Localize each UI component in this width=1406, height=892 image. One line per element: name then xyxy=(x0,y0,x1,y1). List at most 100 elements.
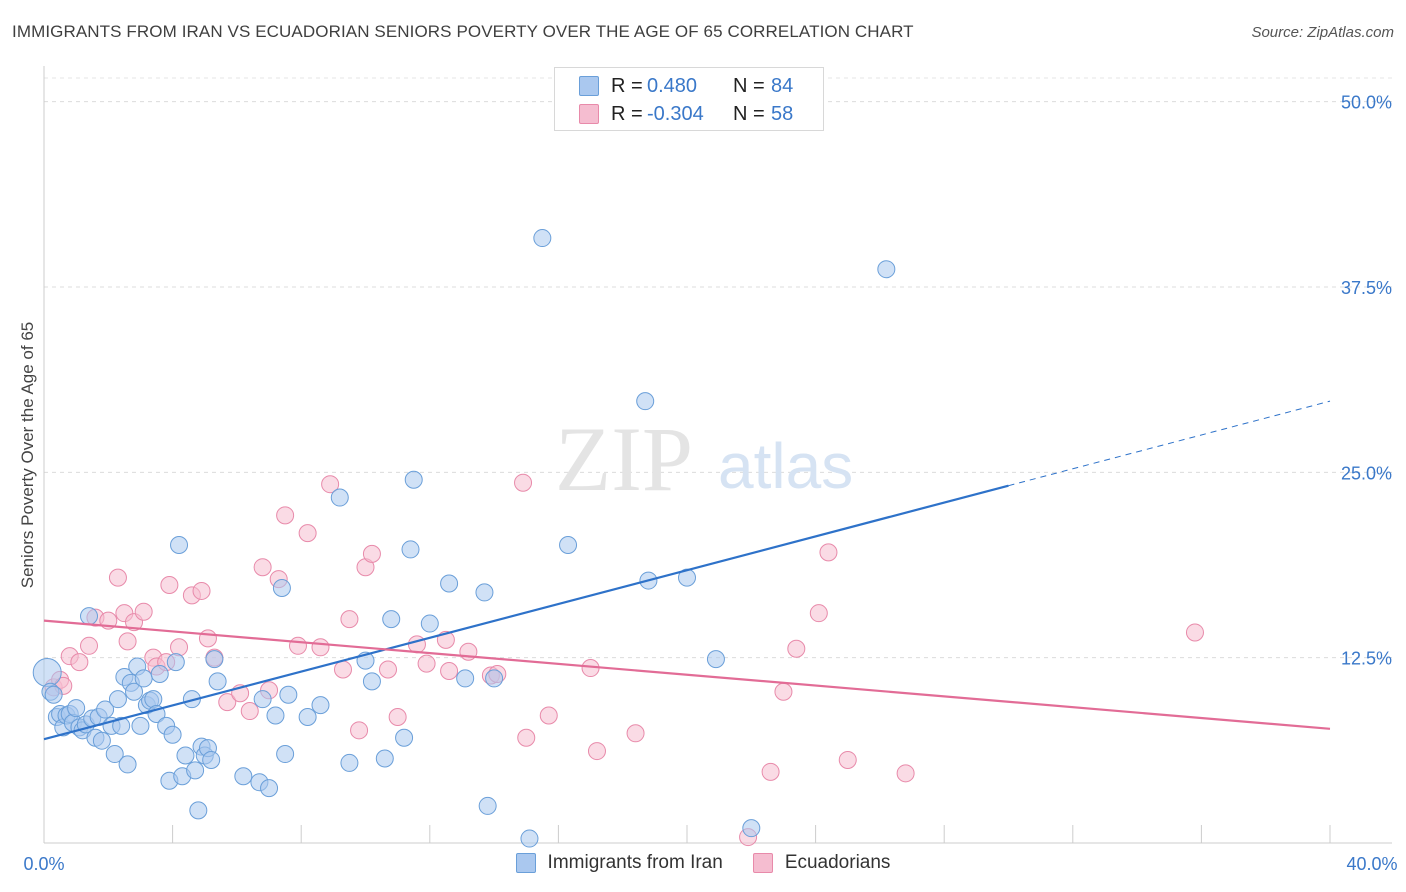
point-iran xyxy=(150,664,169,683)
point-ecuadorians xyxy=(192,581,211,600)
point-ecuadorians xyxy=(787,639,806,658)
point-iran xyxy=(134,669,153,688)
point-iran xyxy=(375,749,394,768)
point-iran xyxy=(279,685,298,704)
point-iran xyxy=(395,728,414,747)
point-iran xyxy=(234,767,253,786)
point-ecuadorians xyxy=(896,764,915,783)
point-iran xyxy=(401,540,420,559)
legend-item-iran: Immigrants from Iran xyxy=(515,852,723,874)
legend-n-value: 58 xyxy=(771,102,794,125)
legend-series: Immigrants from Iran Ecuadorians xyxy=(0,852,1406,874)
point-iran xyxy=(382,610,401,629)
points-iran xyxy=(32,229,896,848)
trend-line-iran-extension xyxy=(1008,400,1331,487)
x-tick-label: 40.0% xyxy=(1346,854,1397,874)
point-ecuadorians xyxy=(774,682,793,701)
point-ecuadorians xyxy=(440,662,459,681)
tick-labels: 12.5% 25.0% 37.5% 50.0% 0.0% 40.0% xyxy=(23,93,1397,874)
point-ecuadorians xyxy=(838,750,857,769)
legend-row-ecuadorians: R = -0.304 N = 58 xyxy=(555,100,793,128)
point-iran xyxy=(67,699,86,718)
trend-lines xyxy=(43,400,1331,741)
point-ecuadorians xyxy=(517,728,536,747)
point-ecuadorians xyxy=(350,721,369,740)
point-ecuadorians xyxy=(253,558,272,577)
point-ecuadorians xyxy=(587,742,606,761)
point-ecuadorians xyxy=(626,724,645,743)
x-tick-label: 0.0% xyxy=(23,854,64,874)
point-ecuadorians xyxy=(134,602,153,621)
point-iran xyxy=(32,657,62,687)
point-iran xyxy=(144,690,163,709)
point-iran xyxy=(80,607,99,626)
legend-item-ecuadorians: Ecuadorians xyxy=(752,852,891,874)
point-ecuadorians xyxy=(276,506,295,525)
point-iran xyxy=(706,650,725,669)
legend-label-ecuadorians: Ecuadorians xyxy=(784,852,891,873)
chart-title: IMMIGRANTS FROM IRAN VS ECUADORIAN SENIO… xyxy=(12,22,914,41)
legend-n-value: 84 xyxy=(771,74,794,97)
point-iran xyxy=(253,690,272,709)
point-ecuadorians xyxy=(417,654,436,673)
legend-r-value: 0.480 xyxy=(647,74,698,97)
legend-r-label: R = xyxy=(611,74,643,97)
point-ecuadorians xyxy=(321,475,340,494)
point-ecuadorians xyxy=(340,610,359,629)
point-ecuadorians xyxy=(70,653,89,672)
legend-label-iran: Immigrants from Iran xyxy=(547,852,723,873)
legend-swatch-blue xyxy=(579,76,599,96)
point-iran xyxy=(420,614,439,633)
point-iran xyxy=(520,829,539,848)
point-iran xyxy=(404,470,423,489)
point-iran xyxy=(485,669,504,688)
legend-r-label: R = xyxy=(611,102,643,125)
source-label: Source: ZipAtlas.com xyxy=(1251,24,1394,41)
point-iran xyxy=(112,716,131,735)
point-ecuadorians xyxy=(539,706,558,725)
legend-n-label: N = xyxy=(733,74,765,97)
point-ecuadorians xyxy=(1185,623,1204,642)
point-iran xyxy=(636,392,655,411)
point-iran xyxy=(205,650,224,669)
point-iran xyxy=(163,725,182,744)
point-iran xyxy=(166,653,185,672)
point-ecuadorians xyxy=(333,660,352,679)
point-iran xyxy=(208,672,227,691)
point-ecuadorians xyxy=(407,635,426,654)
y-axis-label: Seniors Poverty Over the Age of 65 xyxy=(18,321,37,589)
point-iran xyxy=(475,583,494,602)
point-iran xyxy=(340,753,359,772)
point-iran xyxy=(118,755,137,774)
point-ecuadorians xyxy=(80,636,99,655)
point-ecuadorians xyxy=(198,629,217,648)
point-iran xyxy=(742,819,761,838)
point-ecuadorians xyxy=(809,604,828,623)
point-iran xyxy=(311,696,330,715)
y-tick-label: 50.0% xyxy=(1341,93,1392,113)
point-iran xyxy=(92,731,111,750)
legend-stats: R = 0.480 N = 84 R = -0.304 N = 58 xyxy=(554,67,824,131)
trend-line-iran xyxy=(43,484,1009,741)
point-ecuadorians xyxy=(240,702,259,721)
point-iran xyxy=(533,229,552,248)
point-iran xyxy=(176,746,195,765)
point-iran xyxy=(170,535,189,554)
point-iran xyxy=(877,260,896,279)
point-iran xyxy=(478,796,497,815)
y-tick-label: 12.5% xyxy=(1341,649,1392,669)
point-iran xyxy=(105,745,124,764)
point-ecuadorians xyxy=(160,576,179,595)
point-iran xyxy=(96,700,115,719)
watermark-atlas: atlas xyxy=(718,430,853,502)
point-iran xyxy=(330,488,349,507)
legend-row-iran: R = 0.480 N = 84 xyxy=(555,72,793,100)
point-ecuadorians xyxy=(514,473,533,492)
legend-swatch-pink xyxy=(579,104,599,124)
point-ecuadorians xyxy=(218,693,237,712)
y-tick-label: 37.5% xyxy=(1341,278,1392,298)
point-iran xyxy=(131,716,150,735)
axes xyxy=(43,66,1392,844)
y-tick-label: 25.0% xyxy=(1341,463,1392,483)
